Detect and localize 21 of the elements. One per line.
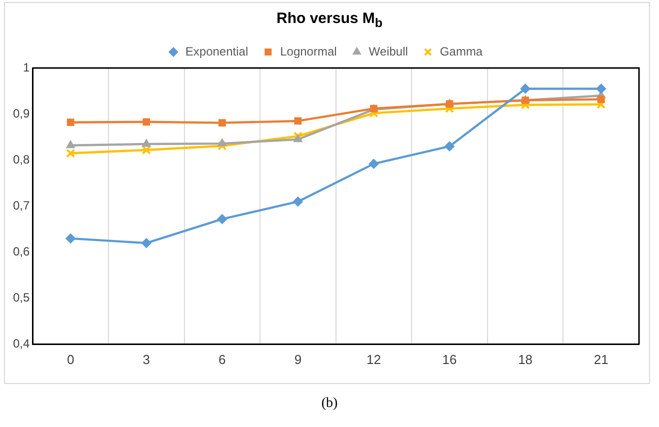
legend-label: Gamma xyxy=(440,44,483,58)
x-tick-label: 21 xyxy=(594,352,608,367)
y-tick-label: 0,6 xyxy=(12,244,30,259)
y-tick-label: 0,9 xyxy=(12,106,30,120)
y-tick-label: 1 xyxy=(22,60,30,74)
legend-label: Weibull xyxy=(368,44,408,58)
x-tick-label: 6 xyxy=(218,352,226,367)
x-tick-label: 0 xyxy=(66,352,74,367)
y-tick-label: 0,8 xyxy=(12,152,30,166)
x-tick-label: 16 xyxy=(442,352,457,367)
legend-label: Lognormal xyxy=(280,44,337,58)
text: (b) xyxy=(320,396,339,412)
legend-label: Exponential xyxy=(185,44,248,58)
y-tick-label: 0,5 xyxy=(12,290,30,305)
x-tick-label: 3 xyxy=(142,352,150,367)
chart-title: Rho versus M$_{b}$ xyxy=(276,10,384,30)
y-tick-label: 0,7 xyxy=(12,198,30,213)
x-tick-label: 9 xyxy=(294,352,302,367)
y-tick-label: 0,4 xyxy=(12,336,30,351)
x-tick-label: 18 xyxy=(518,352,533,367)
x-tick-label: 12 xyxy=(366,352,381,367)
